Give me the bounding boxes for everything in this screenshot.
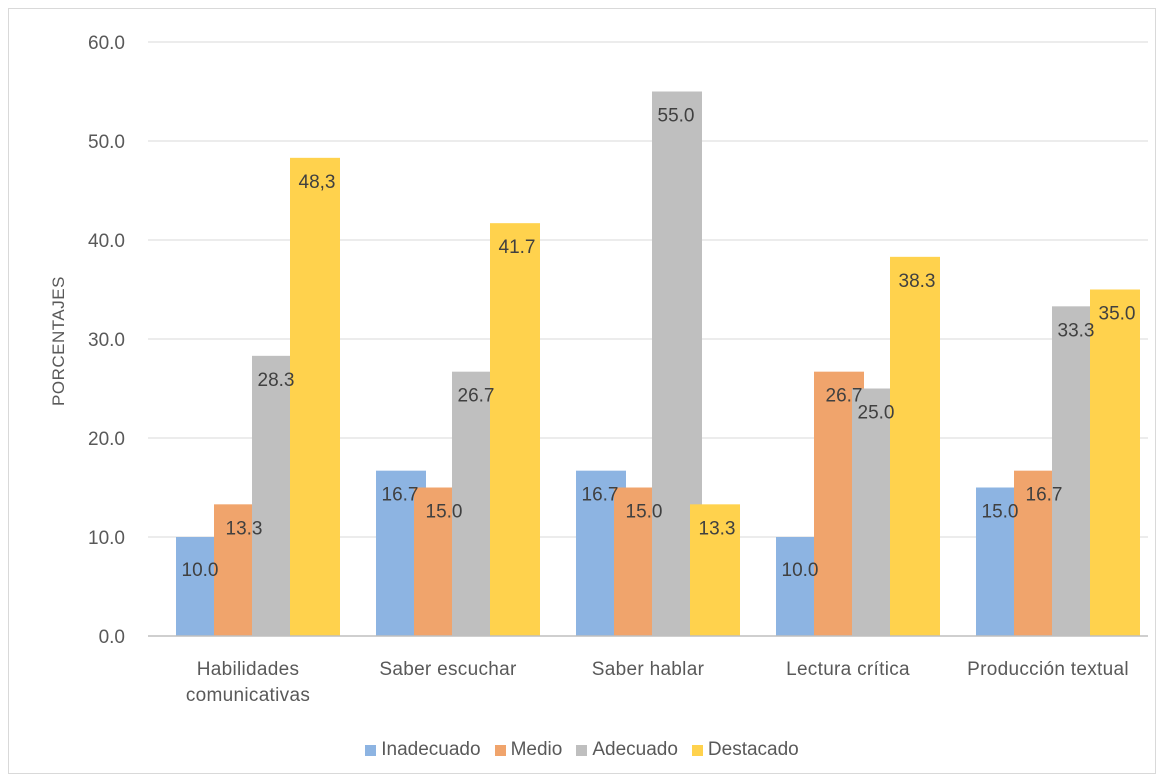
legend-item: Adecuado xyxy=(576,739,678,761)
legend-item: Inadecuado xyxy=(365,739,481,761)
bar-destacado xyxy=(890,256,940,636)
data-label: 13.3 xyxy=(699,518,736,539)
x-tick-label: Producción textual xyxy=(967,659,1129,680)
data-label: 48,3 xyxy=(299,172,336,193)
data-label: 26.7 xyxy=(826,386,863,407)
legend-swatch xyxy=(691,744,703,756)
data-label: 41.7 xyxy=(499,237,536,258)
x-tick-label: comunicativas xyxy=(186,685,310,706)
x-tick-label: Saber hablar xyxy=(592,659,705,680)
legend-label: Medio xyxy=(510,739,563,760)
legend-swatch xyxy=(365,744,377,756)
data-label: 15.0 xyxy=(626,502,663,523)
y-tick-label: 30.0 xyxy=(88,330,125,351)
legend-swatch xyxy=(494,744,506,756)
data-label: 16.7 xyxy=(1026,485,1063,506)
data-label: 10.0 xyxy=(782,560,819,581)
data-label: 28.3 xyxy=(258,370,295,391)
data-label: 10.0 xyxy=(182,560,219,581)
y-tick-label: 40.0 xyxy=(88,231,125,252)
data-label: 25.0 xyxy=(858,403,895,424)
data-label: 55.0 xyxy=(658,106,695,127)
bar-destacado xyxy=(490,223,540,637)
y-axis-label: PORCENTAJES xyxy=(49,276,68,406)
x-tick-label: Habilidades xyxy=(197,659,300,680)
bar-destacado xyxy=(690,504,740,636)
data-label: 15.0 xyxy=(426,502,463,523)
legend-swatch xyxy=(576,744,588,756)
legend-item: Medio xyxy=(494,739,563,761)
legend-item: Destacado xyxy=(691,739,799,761)
bar-destacado xyxy=(1090,289,1140,636)
y-tick-label: 60.0 xyxy=(88,33,125,54)
data-label: 15.0 xyxy=(982,502,1019,523)
data-label: 38.3 xyxy=(899,271,936,292)
legend-label: Inadecuado xyxy=(381,739,481,760)
bar-destacado xyxy=(290,157,340,636)
y-tick-label: 10.0 xyxy=(88,528,125,549)
data-label: 35.0 xyxy=(1099,304,1136,325)
data-label: 16.7 xyxy=(382,485,419,506)
legend: Inadecuado Medio Adecuado Destacado xyxy=(0,738,1164,762)
chart-frame xyxy=(8,8,1156,774)
legend-label: Destacado xyxy=(707,739,799,760)
y-tick-label: 50.0 xyxy=(88,132,125,153)
y-tick-label: 20.0 xyxy=(88,429,125,450)
x-tick-label: Saber escuchar xyxy=(379,659,517,680)
legend-label: Adecuado xyxy=(592,739,678,760)
data-label: 33.3 xyxy=(1058,320,1095,341)
x-tick-label: Lectura crítica xyxy=(786,659,910,680)
data-label: 26.7 xyxy=(458,386,495,407)
data-label: 13.3 xyxy=(226,518,263,539)
data-label: 16.7 xyxy=(582,485,619,506)
y-tick-label: 0.0 xyxy=(99,627,125,648)
